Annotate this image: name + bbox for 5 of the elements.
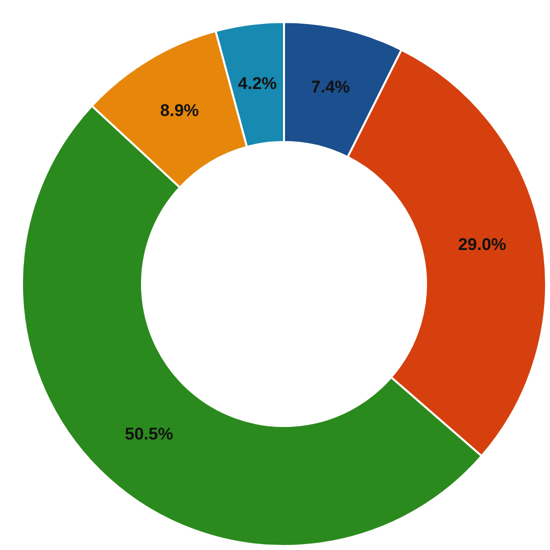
data-label: 29.0% — [458, 234, 506, 254]
data-label: 4.2% — [238, 74, 277, 93]
data-label: 7.4% — [311, 77, 350, 96]
data-label: 8.9% — [160, 101, 199, 120]
data-label: 50.5% — [124, 424, 174, 444]
